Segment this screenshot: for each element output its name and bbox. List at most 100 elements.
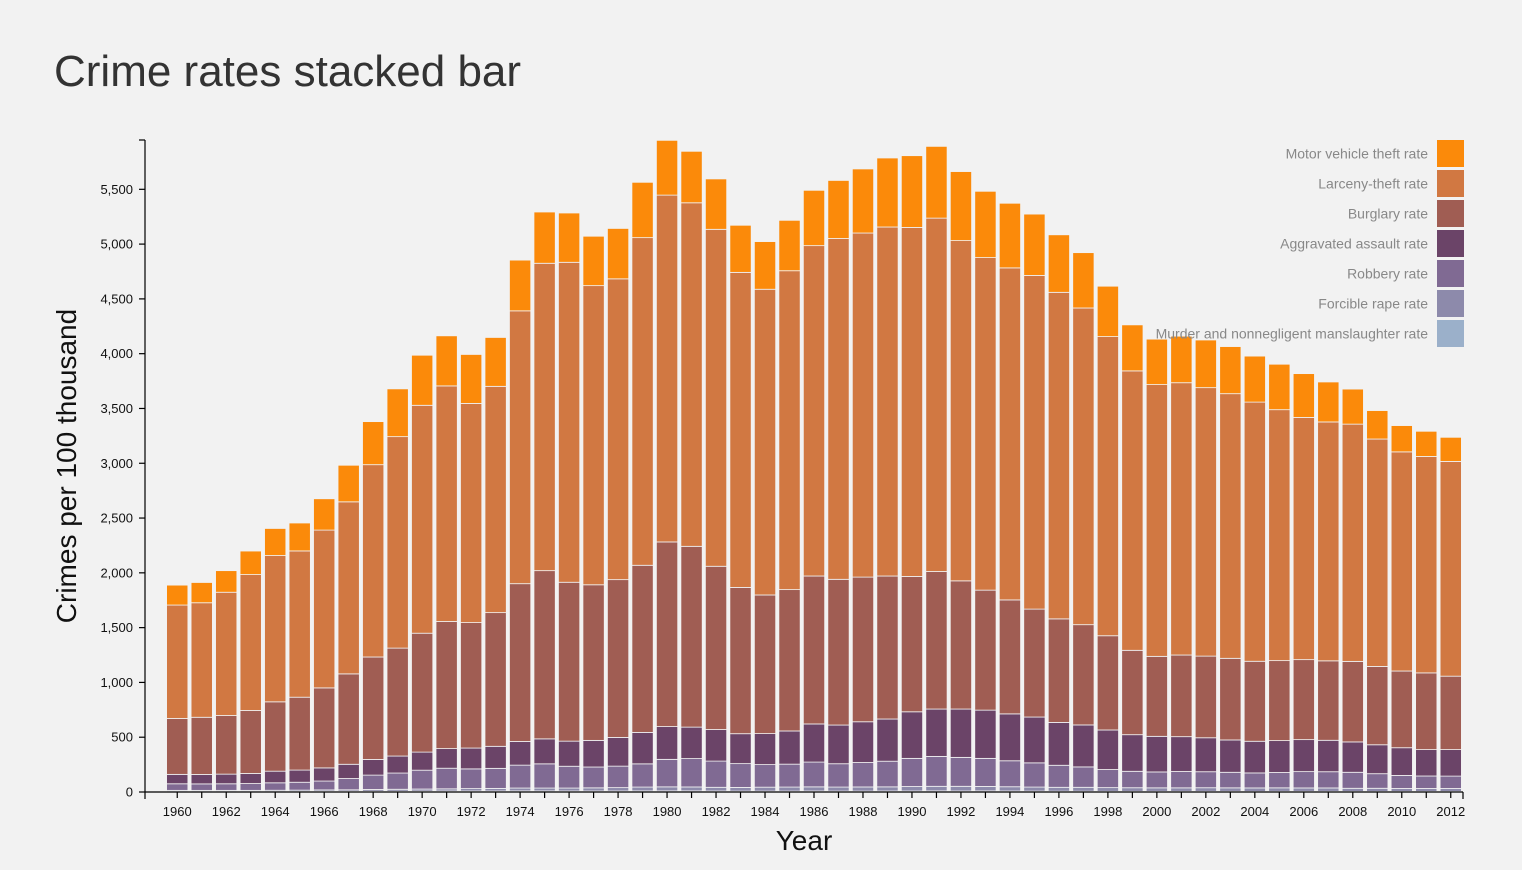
bars-layer	[166, 139, 1462, 793]
bar-segment-larceny-theft-rate-1998	[1096, 336, 1119, 637]
y-tick-label: 4,000	[100, 346, 133, 361]
bar-segment-larceny-theft-rate-1992	[949, 240, 972, 582]
bar-segment-aggravated-assault-rate-1964	[264, 770, 287, 784]
bar-segment-forcible-rape-rate-2007	[1317, 787, 1340, 792]
bar-stack-2007	[1317, 381, 1340, 793]
legend-label: Robbery rate	[1347, 266, 1428, 282]
x-tick-label: 2006	[1289, 804, 1318, 819]
bar-stack-1968	[362, 421, 385, 793]
bar-segment-burglary-rate-2006	[1292, 659, 1315, 741]
bar-segment-motor-vehicle-theft-rate-1964	[264, 528, 287, 556]
bar-segment-aggravated-assault-rate-2009	[1366, 744, 1389, 775]
bar-segment-robbery-rate-1991	[925, 755, 948, 787]
y-tick-label: 500	[111, 730, 133, 745]
bar-segment-burglary-rate-2004	[1243, 660, 1266, 742]
bar-segment-larceny-theft-rate-1969	[386, 436, 409, 649]
bar-segment-forcible-rape-rate-2000	[1145, 787, 1168, 792]
bar-segment-burglary-rate-1982	[704, 565, 728, 730]
bar-segment-burglary-rate-1980	[656, 541, 679, 727]
bar-segment-motor-vehicle-theft-rate-1997	[1072, 252, 1095, 309]
bar-stack-2011	[1415, 430, 1438, 793]
bar-segment-robbery-rate-1982	[704, 760, 728, 788]
bar-segment-burglary-rate-1986	[802, 575, 826, 725]
legend-label: Aggravated assault rate	[1280, 236, 1428, 252]
bar-segment-larceny-theft-rate-1960	[166, 604, 189, 719]
x-tick-label: 1966	[310, 804, 339, 819]
bar-segment-robbery-rate-1976	[558, 765, 581, 789]
bar-segment-aggravated-assault-rate-1994	[998, 713, 1021, 762]
bar-segment-aggravated-assault-rate-1981	[680, 726, 703, 759]
bar-segment-larceny-theft-rate-1987	[827, 238, 850, 580]
bar-segment-burglary-rate-2011	[1415, 672, 1438, 751]
bar-segment-motor-vehicle-theft-rate-1981	[680, 150, 703, 204]
bar-segment-forcible-rape-rate-1982	[704, 786, 728, 792]
bar-segment-motor-vehicle-theft-rate-1990	[900, 155, 924, 228]
bar-segment-aggravated-assault-rate-1966	[313, 767, 336, 782]
legend-swatch	[1437, 140, 1464, 167]
bar-segment-larceny-theft-rate-2008	[1341, 423, 1364, 662]
bar-segment-motor-vehicle-theft-rate-1969	[386, 388, 409, 438]
bar-segment-forcible-rape-rate-2001	[1170, 787, 1193, 792]
y-tick-label: 1,000	[100, 675, 133, 690]
legend: Motor vehicle theft rate Larceny-theft ra…	[1156, 140, 1464, 347]
bar-segment-larceny-theft-rate-1961	[190, 602, 213, 718]
bar-segment-robbery-rate-2010	[1390, 775, 1413, 789]
bar-segment-larceny-theft-rate-2011	[1415, 456, 1438, 674]
bar-segment-motor-vehicle-theft-rate-1998	[1096, 285, 1119, 337]
bar-segment-aggravated-assault-rate-1976	[558, 740, 581, 767]
bar-segment-forcible-rape-rate-2010	[1390, 788, 1413, 792]
bar-segment-forcible-rape-rate-1974	[509, 787, 532, 792]
bar-segment-larceny-theft-rate-1976	[558, 261, 581, 583]
bar-segment-burglary-rate-1971	[435, 621, 458, 749]
bar-segment-robbery-rate-2004	[1243, 772, 1266, 789]
bar-segment-burglary-rate-1996	[1047, 618, 1070, 723]
x-tick-label: 2012	[1436, 804, 1465, 819]
bar-segment-burglary-rate-1969	[386, 647, 409, 757]
bar-segment-robbery-rate-1963	[239, 783, 262, 791]
bar-stack-1982	[704, 178, 728, 793]
bar-segment-motor-vehicle-theft-rate-2003	[1219, 346, 1242, 395]
y-tick-label: 5,000	[100, 237, 133, 252]
bar-stack-2003	[1219, 346, 1242, 793]
bar-segment-aggravated-assault-rate-1974	[509, 741, 532, 766]
x-axis: 1960 1962 1964 1966 1968 1970 1972 1974 1976 1978…	[144, 791, 1465, 819]
bar-segment-burglary-rate-2010	[1390, 670, 1413, 749]
bar-segment-robbery-rate-1981	[680, 758, 703, 788]
x-tick-label: 2002	[1191, 804, 1220, 819]
bar-segment-aggravated-assault-rate-2006	[1292, 739, 1315, 773]
bar-segment-robbery-rate-1997	[1072, 766, 1095, 788]
bar-segment-motor-vehicle-theft-rate-1963	[239, 550, 262, 575]
bar-segment-forcible-rape-rate-1987	[827, 786, 850, 792]
legend-swatch	[1437, 200, 1464, 227]
x-tick-label: 1980	[653, 804, 682, 819]
bar-segment-aggravated-assault-rate-2002	[1194, 737, 1217, 773]
bar-segment-burglary-rate-1989	[876, 575, 899, 720]
legend-item-larceny-theft-rate: Larceny-theft rate	[1318, 170, 1464, 197]
legend-item-robbery-rate: Robbery rate	[1347, 260, 1464, 287]
x-tick-label: 2004	[1240, 804, 1269, 819]
x-tick-label: 2000	[1142, 804, 1171, 819]
bar-stack-1996	[1047, 234, 1070, 793]
bar-segment-larceny-theft-rate-1985	[778, 270, 801, 591]
bar-segment-aggravated-assault-rate-1961	[190, 774, 213, 785]
x-axis-title: Year	[776, 825, 833, 856]
bar-segment-burglary-rate-1972	[460, 622, 483, 749]
bar-segment-burglary-rate-1976	[558, 581, 581, 742]
bar-segment-robbery-rate-2006	[1292, 771, 1315, 789]
bar-stack-1984	[753, 241, 777, 793]
bar-segment-robbery-rate-1975	[533, 763, 556, 789]
bar-stack-1999	[1121, 324, 1144, 793]
bar-stack-1970	[411, 354, 434, 793]
bar-segment-forcible-rape-rate-1976	[558, 787, 581, 792]
bar-segment-larceny-theft-rate-1997	[1072, 307, 1095, 626]
bar-segment-larceny-theft-rate-2002	[1194, 387, 1217, 657]
bar-segment-larceny-theft-rate-2004	[1243, 401, 1266, 662]
bar-segment-burglary-rate-2002	[1194, 655, 1217, 739]
bar-segment-motor-vehicle-theft-rate-2010	[1390, 425, 1413, 453]
bar-segment-forcible-rape-rate-2003	[1219, 787, 1242, 792]
bar-stack-1962	[215, 570, 238, 793]
bar-segment-burglary-rate-2005	[1268, 660, 1291, 741]
x-tick-label: 1972	[457, 804, 486, 819]
bar-segment-larceny-theft-rate-1972	[460, 403, 483, 623]
